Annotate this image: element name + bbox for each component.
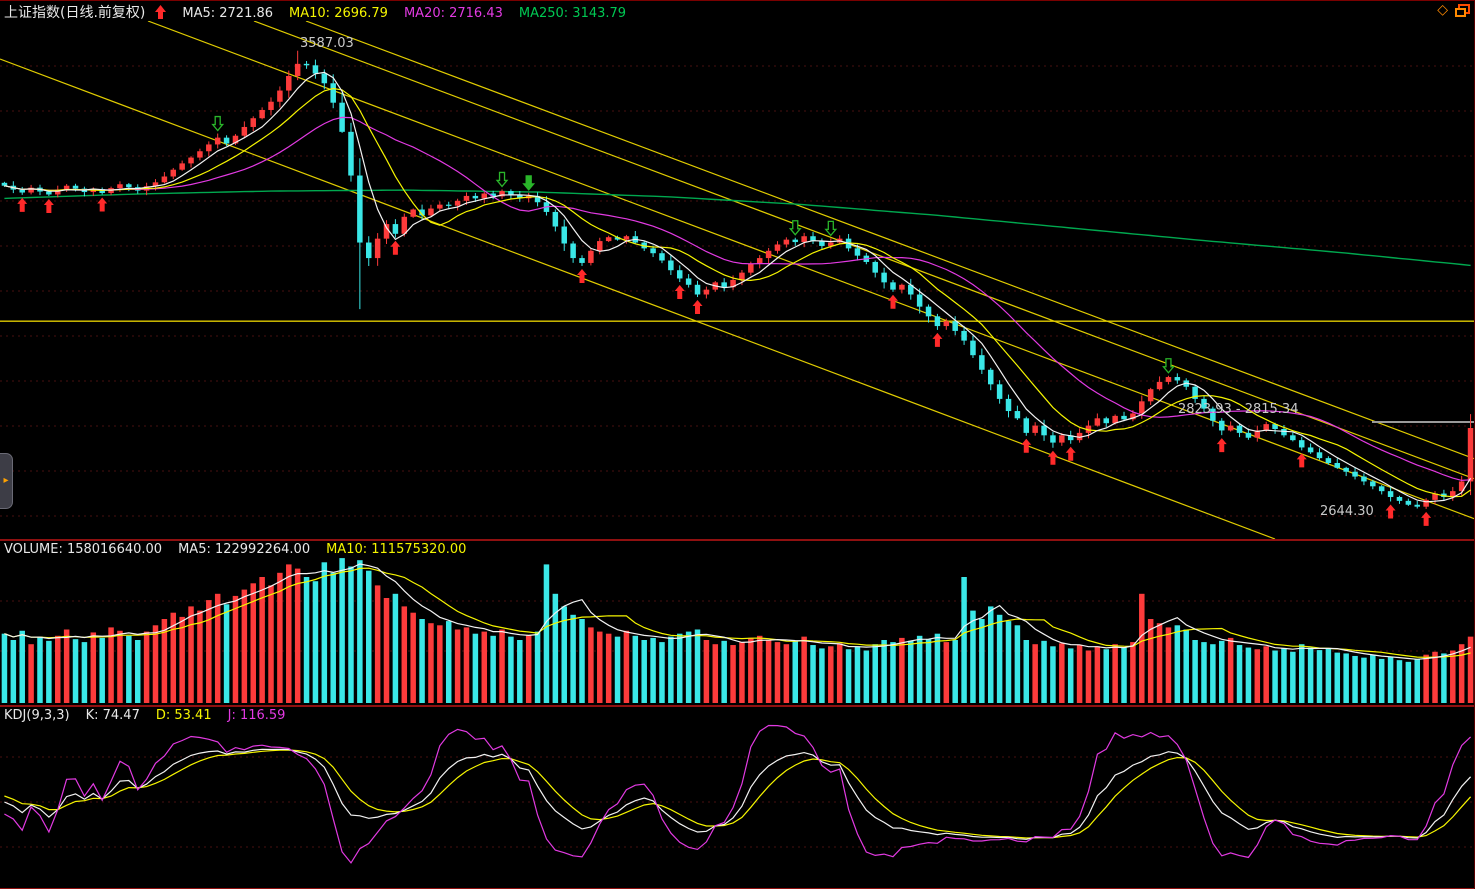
panel-divider-2[interactable]	[0, 705, 1474, 707]
main-chart-canvas[interactable]: 3587.03 2823.93 - 2815.34 2644.30	[0, 21, 1475, 539]
kdj-k-value: K: 74.47	[85, 708, 140, 723]
price-gridlines	[0, 65, 1474, 517]
diamond-icon[interactable]: ◇	[1437, 2, 1448, 18]
ma20-legend: MA20: 2716.43	[403, 6, 503, 21]
ma-lines-layer	[4, 71, 1472, 503]
up-trend-icon	[155, 5, 167, 19]
volume-header: VOLUME: 158016640.00 MA5: 122992264.00 M…	[4, 542, 466, 557]
expand-arrow-icon: ▸	[3, 475, 9, 486]
panel-divider-1[interactable]	[0, 539, 1474, 541]
volume-chart-canvas[interactable]	[0, 541, 1475, 705]
corner-toolbar: ◇	[1437, 3, 1470, 17]
volume-value: VOLUME: 158016640.00	[4, 542, 163, 557]
ma10-legend: MA10: 2696.79	[289, 6, 388, 21]
volume-ma10-value: MA10: 111575320.00	[326, 542, 467, 557]
svg-text:2823.93 - 2815.34: 2823.93 - 2815.34	[1178, 402, 1298, 417]
volume-bars-layer	[1, 558, 1474, 703]
volume-panel: VOLUME: 158016640.00 MA5: 122992264.00 M…	[0, 541, 1475, 705]
price-panel: 3587.03 2823.93 - 2815.34 2644.30 上证指数(日线.…	[0, 1, 1475, 539]
signals-layer	[17, 115, 1432, 526]
ma250-legend: MA250: 3143.79	[518, 6, 627, 21]
main-chart-header: 上证指数(日线.前复权) MA5: 2721.86 MA10: 2696.79 …	[4, 2, 626, 22]
sidebar-expand-handle[interactable]: ▸	[0, 453, 13, 509]
ma5-legend: MA5: 2721.86	[182, 6, 274, 21]
volume-ma-layer	[4, 563, 1471, 660]
kdj-lines-layer	[4, 724, 1472, 864]
kdj-header: KDJ(9,3,3) K: 74.47 D: 53.41 J: 116.59	[4, 708, 285, 723]
kdj-gridlines	[0, 756, 1474, 848]
price-annotations: 3587.03 2823.93 - 2815.34 2644.30	[300, 36, 1374, 519]
candles-layer	[1, 50, 1474, 509]
trendlines-layer	[0, 21, 1474, 539]
svg-text:2644.30: 2644.30	[1320, 504, 1374, 519]
kdj-chart-canvas[interactable]	[0, 707, 1475, 889]
kdj-params: KDJ(9,3,3)	[4, 708, 70, 723]
volume-ma5-value: MA5: 122992264.00	[178, 542, 311, 557]
kdj-d-value: D: 53.41	[155, 708, 212, 723]
kdj-panel: KDJ(9,3,3) K: 74.47 D: 53.41 J: 116.59	[0, 707, 1475, 889]
ma250-line	[4, 189, 1471, 267]
kdj-j-value: J: 116.59	[227, 708, 286, 723]
svg-text:3587.03: 3587.03	[300, 36, 354, 51]
restore-window-icon[interactable]	[1455, 3, 1470, 17]
chart-title: 上证指数(日线.前复权)	[4, 5, 146, 21]
